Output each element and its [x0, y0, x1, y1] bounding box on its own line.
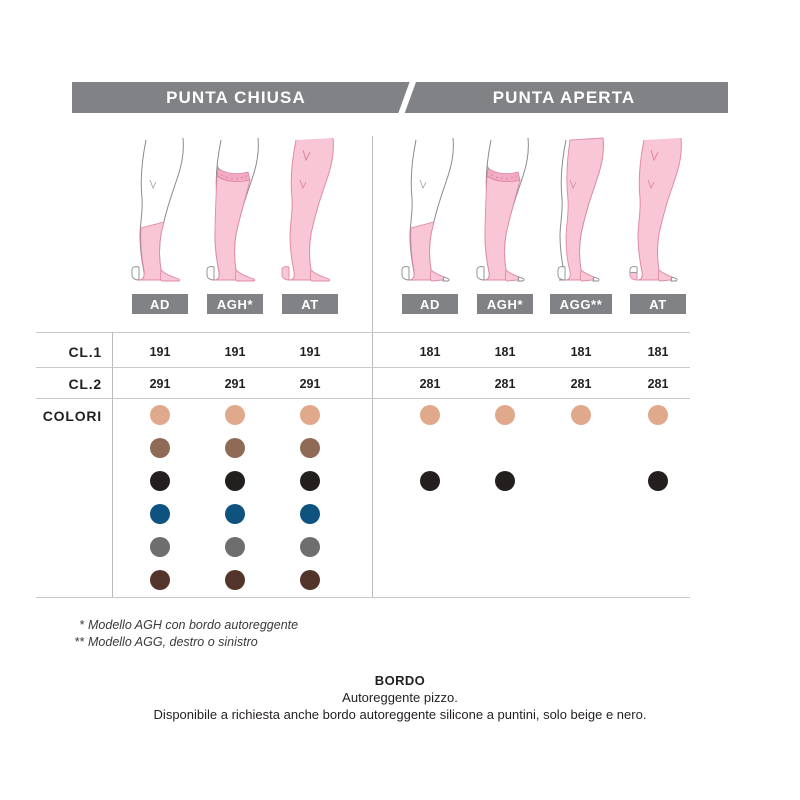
- table-rule-bottom: [36, 597, 690, 598]
- table-rule-top: [36, 332, 690, 333]
- color-swatch-punta-chiusa-ad-beige[interactable]: [150, 405, 170, 425]
- cell-cl2-punta-chiusa-at: 291: [299, 377, 321, 391]
- color-swatch-punta-aperta-ad-beige[interactable]: [420, 405, 440, 425]
- footnote-marker: **: [74, 635, 84, 649]
- table-rule-cl1-cl2: [36, 367, 690, 368]
- color-swatch-punta-chiusa-at-black[interactable]: [300, 471, 320, 491]
- color-swatch-punta-aperta-agh-beige[interactable]: [495, 405, 515, 425]
- cell-cl2-punta-chiusa-agh: 291: [224, 377, 246, 391]
- group-divider-line: [372, 136, 373, 597]
- product-badge-label: AGH*: [486, 296, 524, 312]
- product-badge-punta-aperta-agg[interactable]: AGG**: [550, 294, 612, 314]
- cell-cl1-punta-chiusa-at: 191: [299, 345, 321, 359]
- color-swatch-punta-chiusa-ad-black[interactable]: [150, 471, 170, 491]
- bordo-line-2: Disponibile a richiesta anche bordo auto…: [153, 707, 647, 722]
- color-swatch-punta-chiusa-agh-beige[interactable]: [225, 405, 245, 425]
- header-punta-aperta: PUNTA APERTA: [400, 82, 728, 113]
- color-swatch-punta-chiusa-ad-grey[interactable]: [150, 537, 170, 557]
- color-swatch-punta-aperta-agg-beige[interactable]: [571, 405, 591, 425]
- cell-cl2-punta-chiusa-ad: 291: [149, 377, 171, 391]
- product-badge-punta-chiusa-ad[interactable]: AD: [132, 294, 188, 314]
- product-badge-label: AGG**: [559, 296, 603, 312]
- cell-cl1-punta-chiusa-ad: 191: [149, 345, 171, 359]
- color-swatch-punta-chiusa-agh-brown[interactable]: [225, 570, 245, 590]
- color-swatch-punta-chiusa-ad-tan[interactable]: [150, 438, 170, 458]
- footnote-single-asterisk: * Modello AGH con bordo autoreggente: [68, 617, 668, 634]
- color-swatch-punta-aperta-at-beige[interactable]: [648, 405, 668, 425]
- cell-cl1-punta-chiusa-agh: 191: [224, 345, 246, 359]
- diagonal-slash-icon: [394, 81, 422, 114]
- footnote-marker: *: [79, 618, 84, 632]
- color-swatch-punta-chiusa-agh-tan[interactable]: [225, 438, 245, 458]
- color-swatch-punta-aperta-agh-black[interactable]: [495, 471, 515, 491]
- table-label-divider: [112, 332, 113, 597]
- product-label-row: AD AGH* AT AD AGH* AGG** AT: [0, 294, 800, 314]
- color-swatch-punta-chiusa-agh-grey[interactable]: [225, 537, 245, 557]
- footnote-text: Modello AGG, destro o sinistro: [88, 635, 258, 649]
- header-punta-aperta-label: PUNTA APERTA: [492, 87, 636, 107]
- color-swatch-punta-chiusa-agh-blue[interactable]: [225, 504, 245, 524]
- figure-punta-aperta-agg: [546, 136, 620, 286]
- footnote-text: Modello AGH con bordo autoreggente: [88, 618, 299, 632]
- figure-punta-aperta-agh: [471, 136, 545, 286]
- cell-cl1-punta-aperta-at: 181: [647, 345, 669, 359]
- group-header-bar: PUNTA CHIUSA PUNTA APERTA: [72, 82, 728, 113]
- footnote-double-asterisk: ** Modello AGG, destro o sinistro: [68, 634, 668, 651]
- figure-punta-chiusa-ad: [126, 136, 200, 286]
- cell-cl2-punta-aperta-agh: 281: [494, 377, 516, 391]
- color-swatch-punta-chiusa-at-grey[interactable]: [300, 537, 320, 557]
- color-swatch-punta-aperta-at-black[interactable]: [648, 471, 668, 491]
- color-swatch-punta-chiusa-ad-blue[interactable]: [150, 504, 170, 524]
- table-rule-cl2-colori: [36, 398, 690, 399]
- bordo-section: BORDO Autoreggente pizzo. Disponibile a …: [0, 672, 800, 723]
- figure-punta-chiusa-agh: [201, 136, 275, 286]
- product-figures-row: [0, 136, 800, 286]
- color-swatch-punta-chiusa-ad-brown[interactable]: [150, 570, 170, 590]
- figure-punta-chiusa-at: [276, 136, 350, 286]
- color-swatch-punta-chiusa-at-blue[interactable]: [300, 504, 320, 524]
- color-swatch-punta-chiusa-agh-black[interactable]: [225, 471, 245, 491]
- cell-cl2-punta-aperta-at: 281: [647, 377, 669, 391]
- header-punta-chiusa: PUNTA CHIUSA: [72, 82, 400, 113]
- cell-cl1-punta-aperta-agh: 181: [494, 345, 516, 359]
- figure-punta-aperta-ad: [396, 136, 470, 286]
- product-badge-label: AD: [150, 296, 170, 312]
- product-badge-punta-aperta-agh[interactable]: AGH*: [477, 294, 533, 314]
- cell-cl2-punta-aperta-agg: 281: [570, 377, 592, 391]
- color-swatch-punta-aperta-ad-black[interactable]: [420, 471, 440, 491]
- header-punta-chiusa-label: PUNTA CHIUSA: [166, 87, 306, 107]
- product-badge-punta-chiusa-at[interactable]: AT: [282, 294, 338, 314]
- cell-cl1-punta-aperta-agg: 181: [570, 345, 592, 359]
- figure-punta-aperta-at: [624, 136, 698, 286]
- footnotes: * Modello AGH con bordo autoreggente ** Mo…: [68, 617, 668, 651]
- product-badge-punta-aperta-ad[interactable]: AD: [402, 294, 458, 314]
- color-swatch-punta-chiusa-at-brown[interactable]: [300, 570, 320, 590]
- product-badge-punta-chiusa-agh[interactable]: AGH*: [207, 294, 263, 314]
- product-badge-label: AD: [420, 296, 440, 312]
- row-label-cl2: CL.2: [68, 376, 102, 392]
- product-badge-label: AGH*: [216, 296, 254, 312]
- bordo-title: BORDO: [374, 673, 426, 688]
- product-badge-label: AT: [301, 296, 319, 312]
- product-badge-label: AT: [649, 296, 667, 312]
- bordo-line-1: Autoreggente pizzo.: [342, 690, 458, 705]
- cell-cl2-punta-aperta-ad: 281: [419, 377, 441, 391]
- color-swatch-punta-chiusa-at-beige[interactable]: [300, 405, 320, 425]
- row-label-colori: COLORI: [42, 408, 102, 424]
- color-swatch-punta-chiusa-at-tan[interactable]: [300, 438, 320, 458]
- cell-cl1-punta-aperta-ad: 181: [419, 345, 441, 359]
- product-badge-punta-aperta-at[interactable]: AT: [630, 294, 686, 314]
- row-label-cl1: CL.1: [68, 344, 102, 360]
